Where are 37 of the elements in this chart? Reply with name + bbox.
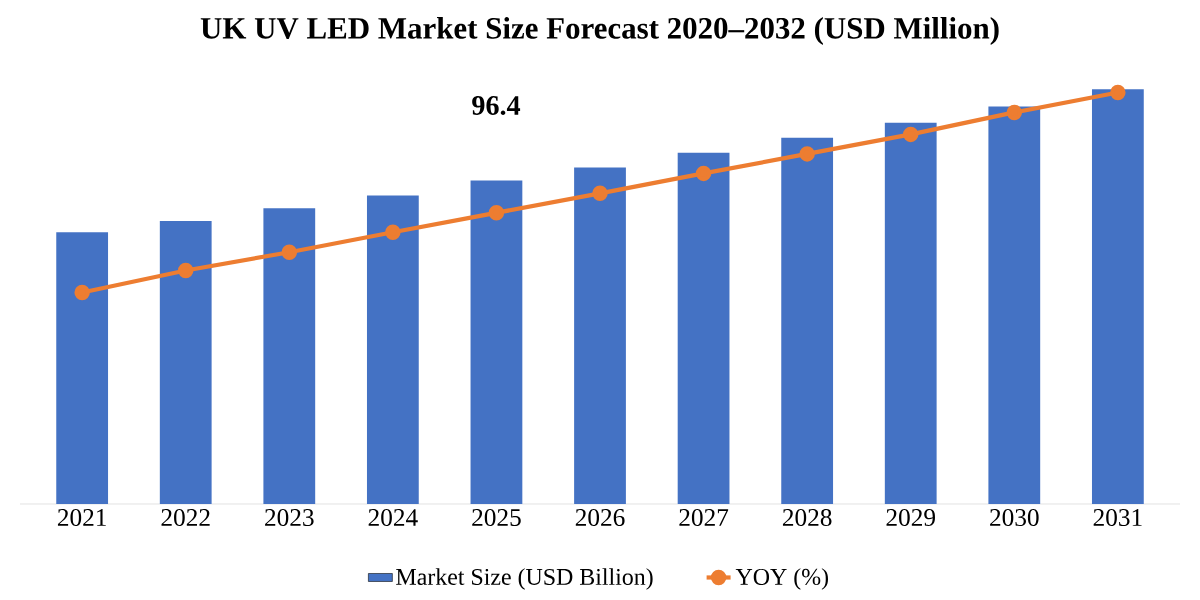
x-tick-label: 2029 bbox=[886, 508, 935, 527]
point bbox=[177, 262, 194, 279]
point bbox=[281, 244, 298, 260]
legend-label: YOY (%) bbox=[735, 568, 829, 590]
annotation: 96.4 bbox=[472, 96, 521, 116]
point bbox=[695, 165, 712, 182]
point bbox=[1110, 84, 1126, 101]
bar bbox=[56, 232, 109, 504]
x-tick-label: 2022 bbox=[161, 508, 210, 527]
x-tick-label: 2027 bbox=[679, 508, 729, 527]
point bbox=[488, 205, 505, 221]
x-tick-label: 2025 bbox=[472, 508, 521, 527]
bar bbox=[263, 208, 316, 504]
bar bbox=[574, 167, 626, 504]
legend-label: Market Size (USD Billion) bbox=[396, 568, 653, 590]
x-tick-label: 2031 bbox=[1093, 508, 1142, 527]
point bbox=[799, 146, 815, 162]
x-tick-label: 2026 bbox=[575, 508, 625, 527]
bar bbox=[884, 122, 937, 504]
point bbox=[74, 284, 90, 301]
bar bbox=[470, 180, 523, 504]
bar bbox=[677, 152, 730, 504]
x-tick-label: 2024 bbox=[368, 508, 418, 527]
x-tick-label: 2028 bbox=[782, 508, 832, 527]
bar bbox=[159, 221, 212, 504]
point bbox=[592, 185, 608, 202]
bar bbox=[988, 106, 1041, 504]
x-tick-label: 2023 bbox=[265, 508, 314, 527]
bar bbox=[366, 195, 419, 504]
chart-title: UK UV LED Market Size Forecast 2020–2032 (USD Million) bbox=[200, 16, 999, 46]
point bbox=[385, 224, 401, 241]
point bbox=[1006, 104, 1023, 121]
x-tick-label: 2021 bbox=[57, 508, 106, 527]
point bbox=[902, 126, 919, 143]
bar bbox=[1091, 89, 1144, 504]
x-tick-label: 2030 bbox=[990, 508, 1039, 527]
bar bbox=[781, 137, 834, 504]
